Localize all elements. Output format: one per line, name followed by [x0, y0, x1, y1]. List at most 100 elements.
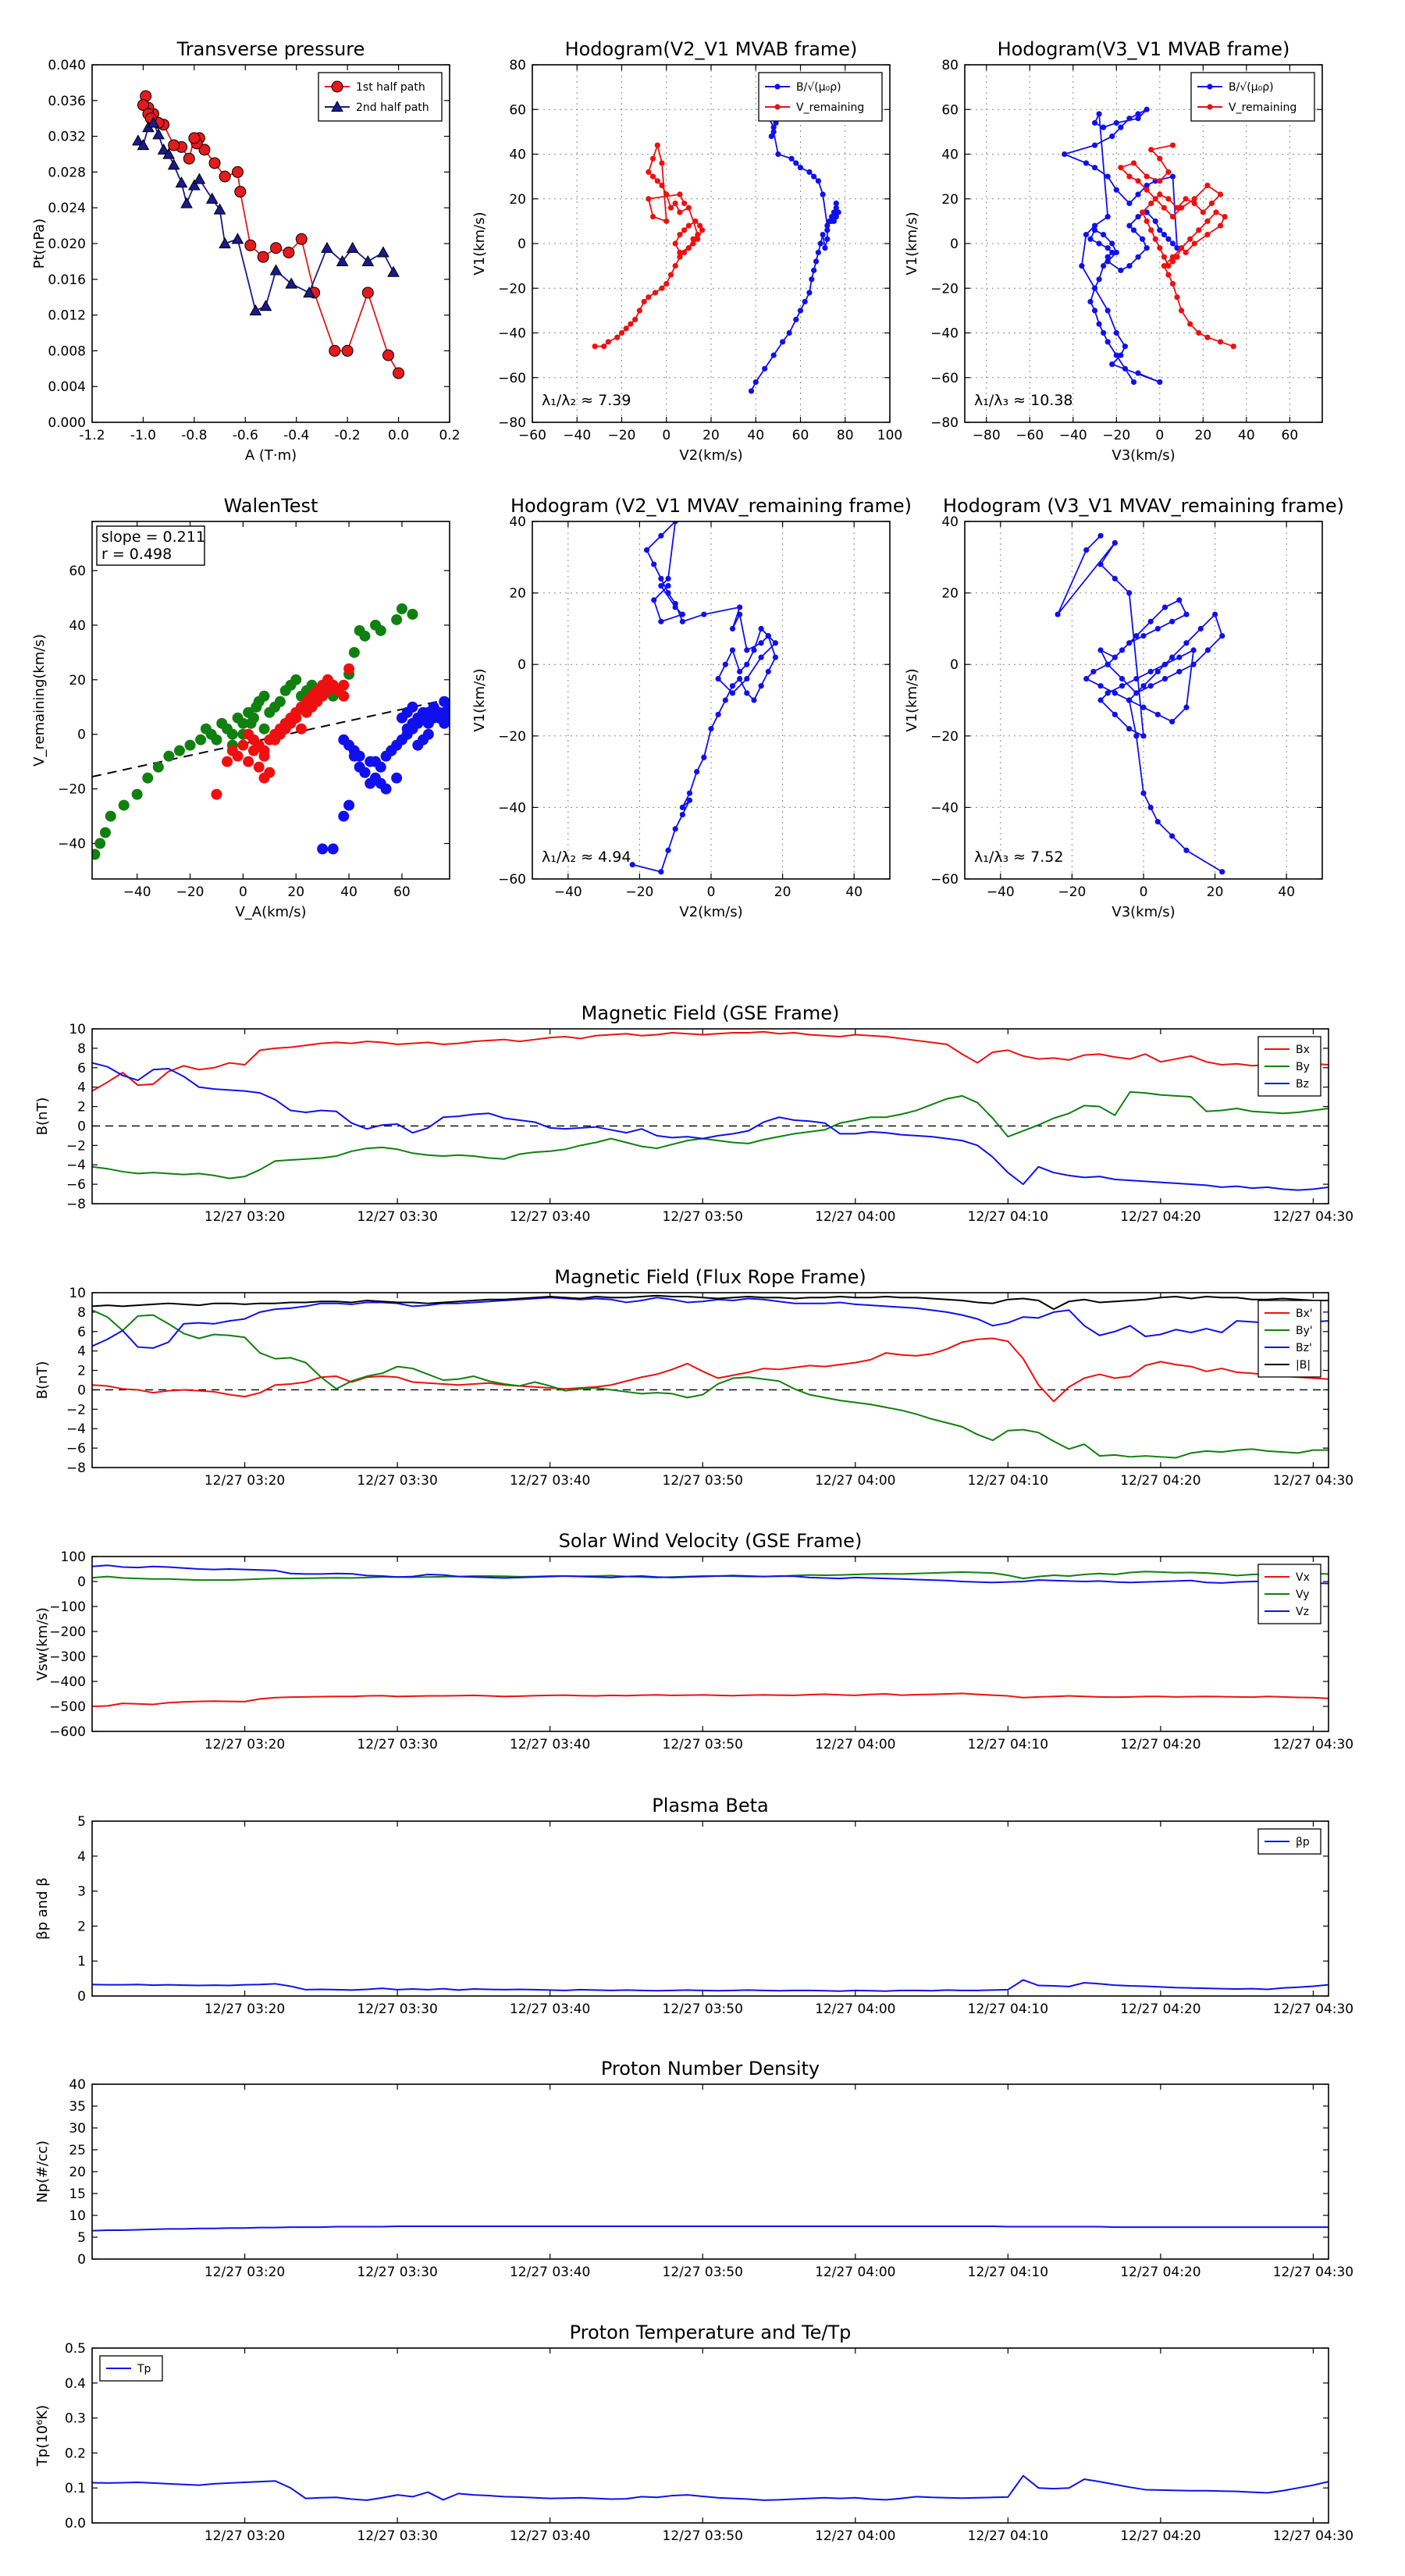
chart-h4: Hodogram (V3_V1 MVAV_remaining frame) −40…	[904, 495, 1344, 920]
data-point	[820, 191, 826, 197]
plot-frame	[532, 521, 891, 880]
chart-title: Transverse pressure	[176, 38, 365, 60]
y-tick-label: 60	[941, 102, 959, 118]
y-tick-label: 0	[518, 237, 526, 252]
data-point	[744, 690, 750, 696]
annotation-text: λ₁/λ₂ ≈ 4.94	[542, 849, 631, 866]
x-axis-label: V2(km/s)	[679, 904, 742, 920]
data-point	[1091, 142, 1098, 148]
y-tick-label: 0	[77, 1574, 86, 1590]
data-point	[649, 173, 656, 180]
data-point	[748, 388, 755, 394]
data-point	[1169, 718, 1176, 725]
data-point	[1191, 240, 1197, 247]
y-tick-label: 0.024	[48, 201, 86, 216]
data-point	[1113, 329, 1119, 336]
data-point	[99, 827, 111, 838]
x-tick-label: 12/27 04:00	[815, 1473, 895, 1489]
data-point	[1109, 361, 1115, 368]
data-point	[677, 191, 683, 197]
series-line	[92, 1564, 1329, 1585]
data-point	[1169, 258, 1176, 265]
y-tick-label: −60	[930, 371, 959, 386]
data-point	[1119, 647, 1126, 653]
data-point	[632, 316, 638, 322]
legend-marker	[1207, 84, 1213, 90]
data-point	[681, 249, 688, 256]
x-tick-label: 12/27 04:30	[1273, 1473, 1353, 1489]
data-point	[811, 267, 817, 273]
y-tick-label: −80	[498, 415, 526, 431]
data-point	[813, 258, 820, 265]
y-tick-label: 40	[509, 148, 526, 163]
data-point	[641, 298, 647, 305]
y-tick-label: 8	[77, 1305, 86, 1321]
data-point	[258, 745, 270, 756]
data-point	[1196, 329, 1202, 336]
x-tick-label: 12/27 04:10	[968, 2001, 1048, 2017]
y-tick-label: 0.016	[48, 272, 86, 288]
data-point	[1118, 165, 1124, 171]
data-point	[672, 604, 678, 610]
plot-frame	[91, 521, 450, 880]
x-tick-label: 0	[707, 884, 716, 900]
y-tick-label: 40	[69, 2077, 86, 2093]
data-point	[1144, 187, 1150, 193]
data-point	[188, 132, 201, 144]
data-point	[1126, 263, 1133, 269]
x-tick-label: 12/27 04:10	[968, 2265, 1048, 2280]
chart-title: Hodogram (V2_V1 MVAV_remaining frame)	[510, 495, 912, 517]
data-point	[658, 532, 664, 539]
data-point	[418, 706, 429, 718]
data-point	[1183, 249, 1189, 256]
y-tick-label: 40	[941, 514, 959, 530]
data-point	[793, 160, 799, 166]
data-point	[831, 209, 838, 215]
data-point	[715, 675, 721, 682]
legend-box	[758, 72, 883, 122]
data-point	[1140, 733, 1147, 739]
data-point	[1140, 790, 1147, 796]
chart-title: Magnetic Field (Flux Rope Frame)	[554, 1266, 866, 1288]
series-bz-	[92, 1297, 1329, 1349]
y-tick-label: −2	[66, 1138, 86, 1154]
series-line	[595, 144, 703, 347]
data-point	[205, 192, 219, 204]
data-point	[614, 334, 621, 340]
data-point	[1174, 294, 1180, 301]
data-point	[195, 734, 207, 745]
legend-label: By'	[1296, 1325, 1313, 1337]
y-tick-label: 10	[69, 1286, 86, 1301]
data-point	[1161, 675, 1168, 682]
data-point	[1118, 352, 1124, 358]
data-point	[1140, 236, 1146, 242]
data-point	[770, 124, 777, 130]
data-point	[1091, 165, 1098, 171]
data-point	[737, 604, 743, 610]
chart-h2: Hodogram(V3_V1 MVAB frame) −80 −60 −40 −20 0 2…	[904, 38, 1323, 464]
data-point	[833, 200, 839, 207]
data-point	[1213, 209, 1219, 215]
data-point	[793, 316, 799, 322]
legend-label: Bx	[1296, 1044, 1310, 1056]
data-point	[1200, 209, 1206, 215]
y-tick-label: −60	[930, 872, 959, 888]
data-point	[1204, 182, 1211, 189]
data-point	[1101, 231, 1107, 238]
x-tick-label: 60	[792, 428, 809, 443]
y-tick-label: 0.036	[48, 94, 86, 109]
data-point	[806, 290, 813, 296]
data-point	[131, 788, 143, 800]
x-tick-label: 12/27 04:00	[815, 2001, 895, 2017]
y-tick-label: −40	[930, 326, 959, 342]
data-point	[649, 155, 656, 162]
data-point	[817, 240, 823, 247]
x-tick-label: 12/27 03:40	[510, 1473, 590, 1489]
x-tick-label: −40	[554, 884, 582, 900]
x-tick-label: 12/27 04:10	[968, 1737, 1048, 1752]
data-point	[1230, 343, 1236, 350]
data-point	[94, 838, 106, 849]
data-point	[1126, 590, 1133, 596]
data-point	[444, 712, 450, 724]
y-tick-label: 0.000	[48, 415, 86, 431]
